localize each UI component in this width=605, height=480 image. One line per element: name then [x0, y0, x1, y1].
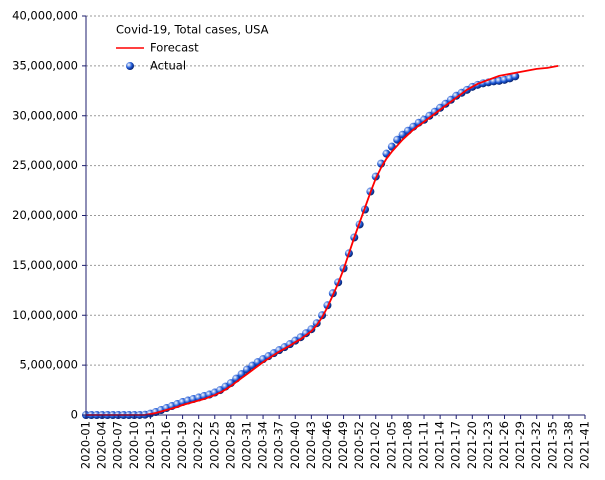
y-tick-label: 35,000,000 — [12, 58, 78, 72]
x-tick-label: 2020-43 — [304, 421, 318, 469]
y-tick-label: 20,000,000 — [12, 208, 78, 222]
x-tick-label: 2021-14 — [433, 421, 447, 469]
plot — [82, 64, 559, 419]
y-tick-label: 5,000,000 — [19, 358, 78, 372]
data-point — [393, 135, 402, 144]
x-tick-label: 2021-29 — [513, 421, 527, 469]
chart-title: Covid-19, Total cases, USA — [116, 23, 269, 37]
x-tick-label: 2020-34 — [256, 421, 270, 469]
x-tick-label: 2020-31 — [239, 421, 253, 469]
x-tick-label: 2020-19 — [175, 421, 189, 469]
x-tick-label: 2020-04 — [95, 421, 109, 469]
data-point — [307, 325, 316, 334]
y-tick-label: 10,000,000 — [12, 308, 78, 322]
x-tick-label: 2020-25 — [207, 421, 221, 469]
legend-label: Actual — [150, 59, 186, 73]
x-tick-label: 2021-32 — [529, 421, 543, 469]
x-tick-label: 2021-20 — [465, 421, 479, 469]
data-point — [511, 72, 520, 81]
x-tick-label: 2021-23 — [481, 421, 495, 469]
x-tick-label: 2020-37 — [272, 421, 286, 469]
x-tick-label: 2020-52 — [352, 421, 366, 469]
x-tick-label: 2020-49 — [336, 421, 350, 469]
x-tick-label: 2020-22 — [191, 421, 205, 469]
legend-label: Forecast — [150, 41, 199, 55]
x-tick-label: 2020-13 — [143, 421, 157, 469]
x-tick-label: 2021-11 — [417, 421, 431, 469]
x-tick-label: 2021-17 — [449, 421, 463, 469]
x-tick-label: 2020-46 — [320, 421, 334, 469]
x-tick-label: 2020-28 — [223, 421, 237, 469]
y-tick-label: 40,000,000 — [12, 9, 78, 23]
y-tick-label: 30,000,000 — [12, 108, 78, 122]
x-tick-label: 2020-10 — [127, 421, 141, 469]
forecast-line — [86, 64, 559, 416]
x-tick-label: 2021-41 — [578, 421, 592, 469]
x-tick-label: 2021-08 — [400, 421, 414, 469]
x-tick-label: 2020-16 — [159, 421, 173, 469]
x-tick-label: 2021-38 — [561, 421, 575, 469]
axes: 0 5,000,000 10,000,000 15,000,000 20,000,000… — [12, 9, 591, 470]
y-tick-label: 25,000,000 — [12, 158, 78, 172]
legend-marker — [126, 62, 134, 70]
x-tick-label: 2021-26 — [497, 421, 511, 469]
x-tick-label: 2020-01 — [79, 421, 93, 469]
y-tick-label: 15,000,000 — [12, 258, 78, 272]
x-tick-label: 2021-02 — [368, 421, 382, 469]
x-tick-label: 2020-07 — [111, 421, 125, 469]
x-tick-label: 2021-35 — [545, 421, 559, 469]
x-tick-label: 2021-05 — [384, 421, 398, 469]
x-tick-label: 2020-40 — [288, 421, 302, 469]
y-tick-label: 0 — [71, 408, 78, 422]
